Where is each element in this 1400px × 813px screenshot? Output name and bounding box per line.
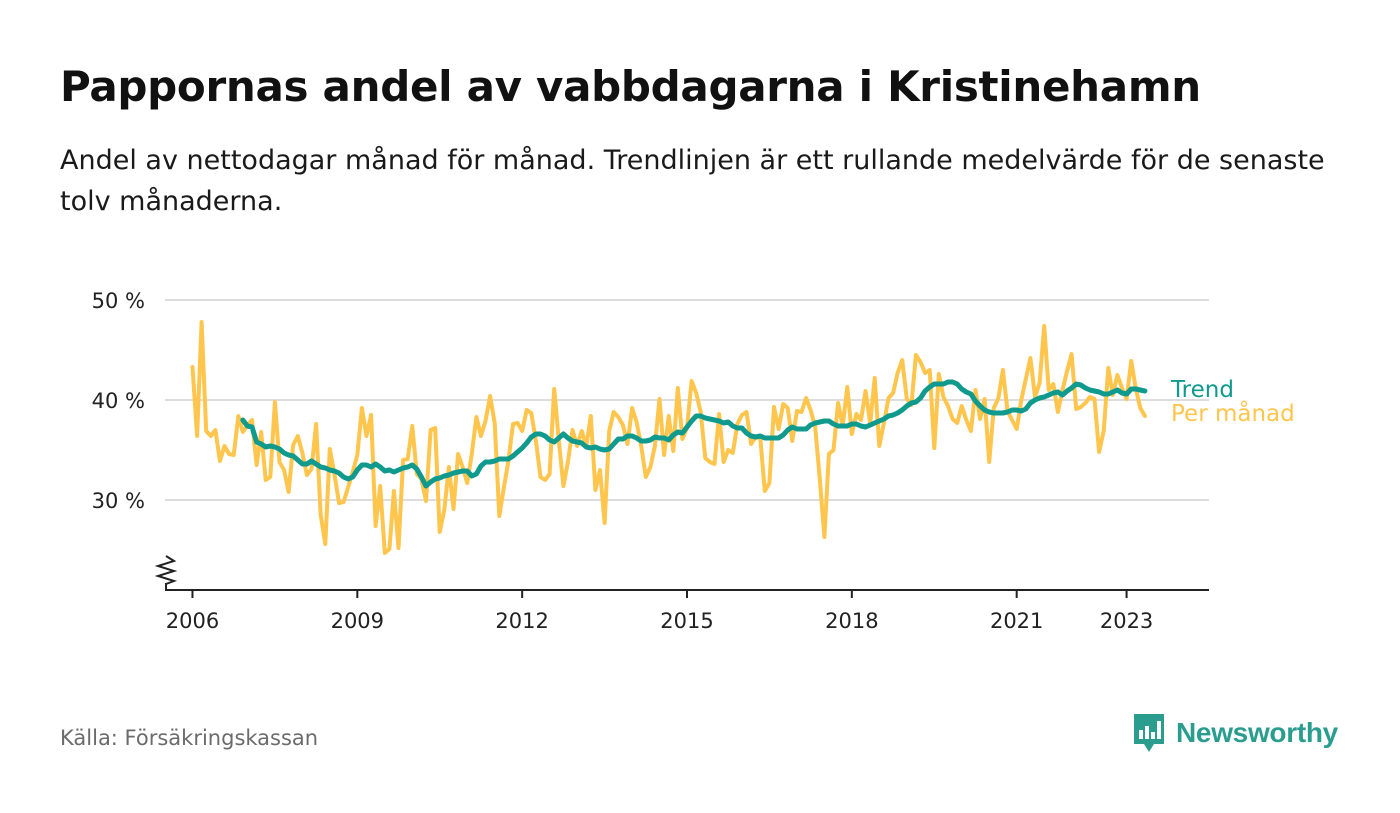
- y-tick-label: 30 %: [92, 489, 145, 513]
- brand-name: Newsworthy: [1176, 717, 1338, 748]
- x-axis-ticks: 2006 2009 2012 2015 2018 2021 2023: [166, 590, 1153, 633]
- x-tick-label: 2021: [990, 609, 1043, 633]
- trend-series-label: Trend: [1170, 377, 1234, 403]
- newsworthy-logo-icon: [1134, 714, 1164, 752]
- x-tick-label: 2018: [825, 609, 878, 633]
- x-axis: [154, 555, 1209, 591]
- brand-logo[interactable]: Newsworthy: [1132, 711, 1338, 755]
- chart-title: Pappornas andel av vabbdagarna i Kristin…: [60, 62, 1201, 111]
- x-tick-label: 2023: [1100, 609, 1153, 633]
- y-axis-ticks: 30 % 40 % 50 %: [92, 289, 145, 513]
- monthly-series-label: Per månad: [1171, 399, 1295, 427]
- x-tick-label: 2015: [660, 609, 713, 633]
- trend-series-line: [240, 379, 1148, 489]
- chart-subtitle: Andel av nettodagar månad för månad. Tre…: [60, 145, 1325, 217]
- y-tick-label: 50 %: [92, 289, 145, 313]
- series: [190, 320, 1148, 555]
- x-tick-label: 2006: [166, 609, 219, 633]
- x-tick-label: 2012: [495, 609, 548, 633]
- y-axis-break-icon: [154, 555, 178, 585]
- gridlines: [165, 299, 1209, 501]
- y-tick-label: 40 %: [92, 389, 145, 413]
- x-tick-label: 2009: [331, 609, 384, 633]
- source-note: Källa: Försäkringskassan: [60, 726, 319, 750]
